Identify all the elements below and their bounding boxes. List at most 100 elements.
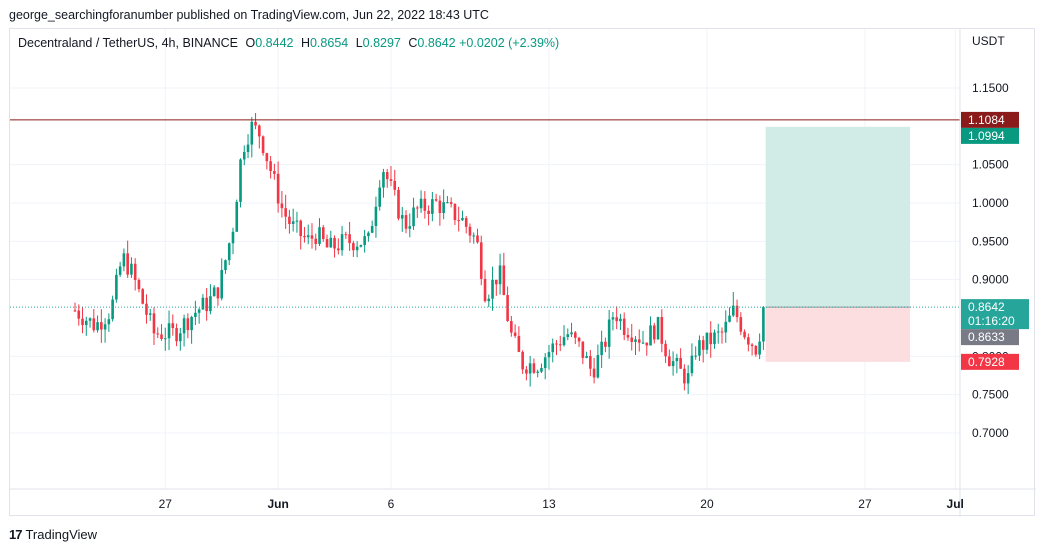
candle-down[interactable] — [735, 305, 739, 318]
candle-down[interactable] — [513, 332, 517, 336]
candle-up[interactable] — [130, 263, 133, 275]
candle-down[interactable] — [645, 342, 649, 346]
candle-down[interactable] — [397, 189, 400, 219]
candle-up[interactable] — [536, 371, 539, 373]
candle-up[interactable] — [713, 332, 716, 345]
candle-down[interactable] — [269, 161, 272, 172]
candle-down[interactable] — [416, 207, 419, 209]
candle-down[interactable] — [280, 203, 284, 209]
candle-down[interactable] — [510, 321, 513, 333]
candle-down[interactable] — [743, 331, 746, 338]
candle-down[interactable] — [483, 278, 487, 302]
candle-down[interactable] — [152, 313, 156, 334]
candle-down[interactable] — [637, 339, 641, 343]
candle-down[interactable] — [555, 343, 558, 345]
long-position-loss-zone[interactable] — [765, 307, 911, 362]
candle-up[interactable] — [367, 232, 370, 237]
candle-down[interactable] — [299, 220, 302, 237]
candle-up[interactable] — [543, 357, 547, 369]
candle-down[interactable] — [175, 328, 178, 342]
candle-up[interactable] — [607, 319, 611, 347]
candle-up[interactable] — [318, 227, 321, 244]
candle-down[interactable] — [205, 297, 208, 312]
candle-down[interactable] — [156, 333, 160, 335]
candle-down[interactable] — [506, 295, 509, 322]
candle-up[interactable] — [197, 309, 201, 313]
candle-up[interactable] — [231, 231, 235, 244]
candle-up[interactable] — [295, 220, 299, 222]
candle-up[interactable] — [115, 274, 118, 300]
candle-down[interactable] — [348, 234, 351, 244]
candle-down[interactable] — [160, 334, 163, 339]
candle-down[interactable] — [137, 280, 141, 290]
candle-down[interactable] — [495, 279, 498, 285]
candle-up[interactable] — [227, 243, 231, 261]
candle-up[interactable] — [570, 332, 573, 335]
candle-down[interactable] — [434, 199, 438, 201]
candle-down[interactable] — [126, 253, 129, 275]
candle-up[interactable] — [242, 151, 246, 160]
candle-up[interactable] — [596, 355, 600, 378]
candle-up[interactable] — [355, 246, 359, 251]
candle-down[interactable] — [581, 341, 585, 358]
candle-down[interactable] — [325, 239, 329, 248]
candle-up[interactable] — [118, 266, 122, 275]
candle-down[interactable] — [464, 218, 468, 227]
candle-up[interactable] — [716, 331, 720, 333]
candle-down[interactable] — [81, 318, 84, 326]
candle-down[interactable] — [626, 334, 630, 338]
candle-up[interactable] — [758, 341, 761, 355]
candle-up[interactable] — [167, 323, 171, 339]
candle-up[interactable] — [359, 244, 363, 247]
candle-up[interactable] — [194, 312, 197, 317]
candle-down[interactable] — [389, 179, 393, 181]
candle-up[interactable] — [400, 215, 404, 219]
candle-down[interactable] — [517, 335, 521, 352]
candle-up[interactable] — [694, 355, 697, 357]
candle-down[interactable] — [344, 234, 348, 236]
target-price-tag[interactable] — [961, 127, 1019, 144]
candle-down[interactable] — [660, 317, 664, 344]
candle-down[interactable] — [321, 227, 325, 240]
candle-down[interactable] — [525, 369, 528, 374]
candle-down[interactable] — [186, 318, 190, 331]
resistance-price-tag[interactable] — [961, 111, 1019, 128]
candle-up[interactable] — [442, 202, 445, 214]
candle-up[interactable] — [762, 307, 765, 342]
candle-up[interactable] — [182, 318, 186, 334]
candle-up[interactable] — [329, 237, 333, 248]
candle-up[interactable] — [374, 206, 378, 226]
candle-up[interactable] — [585, 356, 588, 358]
candle-down[interactable] — [288, 216, 291, 224]
candle-down[interactable] — [92, 318, 96, 331]
candle-up[interactable] — [291, 221, 295, 224]
candle-up[interactable] — [686, 373, 690, 384]
candle-down[interactable] — [630, 337, 634, 342]
candle-down[interactable] — [77, 310, 81, 319]
candle-up[interactable] — [84, 320, 88, 326]
candle-up[interactable] — [498, 265, 502, 285]
current-price-tag[interactable] — [961, 299, 1029, 330]
long-position-profit-zone[interactable] — [765, 126, 911, 308]
candle-down[interactable] — [479, 242, 483, 279]
candle-up[interactable] — [551, 343, 555, 353]
candle-down[interactable] — [276, 173, 280, 204]
candle-up[interactable] — [641, 342, 645, 344]
candle-up[interactable] — [122, 253, 126, 267]
candle-up[interactable] — [675, 357, 679, 362]
candle-up[interactable] — [408, 226, 412, 229]
candle-down[interactable] — [622, 318, 626, 335]
candle-up[interactable] — [461, 218, 464, 221]
candle-up[interactable] — [656, 317, 660, 340]
candle-up[interactable] — [690, 355, 694, 374]
candle-down[interactable] — [273, 171, 276, 174]
candle-down[interactable] — [750, 344, 754, 346]
candle-down[interactable] — [216, 287, 220, 299]
candle-down[interactable] — [261, 136, 265, 154]
candle-down[interactable] — [449, 202, 453, 204]
candle-up[interactable] — [671, 361, 675, 367]
candle-down[interactable] — [668, 356, 671, 367]
candle-up[interactable] — [220, 270, 224, 299]
candle-down[interactable] — [423, 198, 427, 211]
candle-down[interactable] — [502, 265, 506, 296]
